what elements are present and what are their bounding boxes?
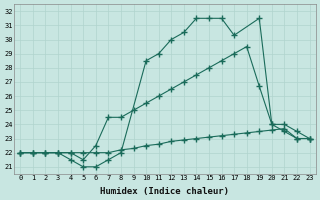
X-axis label: Humidex (Indice chaleur): Humidex (Indice chaleur) xyxy=(100,187,229,196)
